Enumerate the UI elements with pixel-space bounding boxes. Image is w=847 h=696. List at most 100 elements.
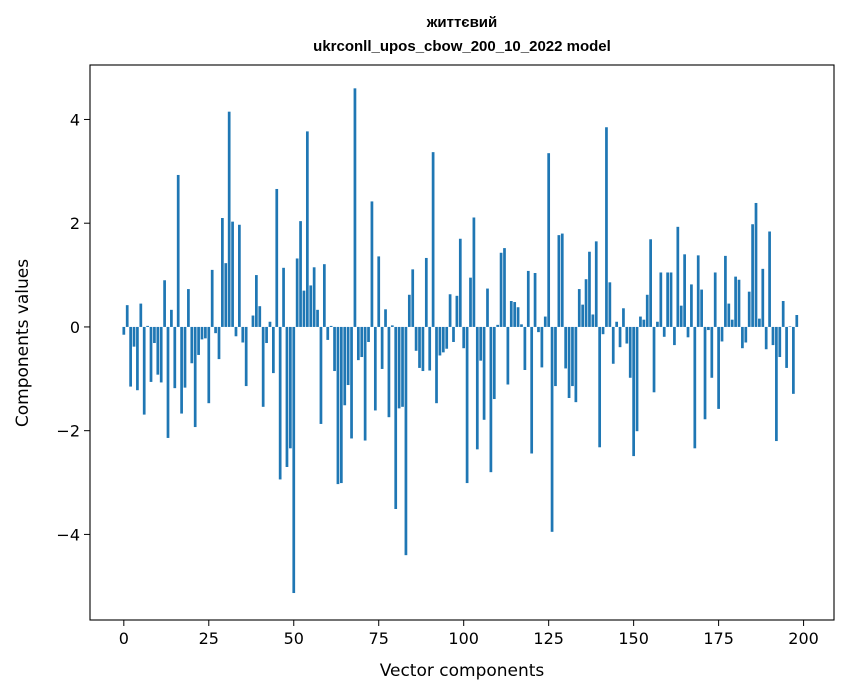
bar [754, 202, 758, 327]
bar [339, 326, 343, 484]
bar [564, 326, 568, 369]
bar [584, 279, 588, 327]
bar [778, 326, 782, 358]
bar [509, 301, 513, 327]
bar [333, 326, 336, 372]
bar [577, 289, 581, 327]
bar [615, 321, 619, 327]
bar [717, 326, 720, 409]
bar [265, 326, 268, 344]
bar [764, 326, 768, 350]
bar [713, 272, 717, 327]
bar [343, 326, 347, 406]
bar [496, 324, 500, 327]
bar [390, 325, 394, 327]
bar [666, 272, 669, 327]
bar [380, 326, 384, 369]
bar [696, 255, 700, 327]
bar [547, 153, 551, 327]
bar [448, 294, 452, 327]
bar [132, 326, 136, 347]
bar [282, 267, 285, 327]
bar [129, 326, 132, 387]
y-tick-label: −4 [56, 525, 80, 544]
bar [727, 303, 731, 327]
bar [608, 282, 612, 327]
bar [373, 326, 377, 411]
bar [170, 309, 173, 327]
bar [513, 302, 517, 327]
bar [571, 326, 574, 387]
bar [316, 309, 319, 327]
bar [302, 290, 306, 327]
bar [289, 326, 292, 449]
bar [421, 326, 425, 372]
bar [401, 326, 404, 407]
bar [503, 248, 506, 327]
bar [207, 326, 211, 404]
bar [258, 306, 262, 327]
bar [567, 326, 571, 398]
bar [781, 301, 785, 327]
bar [275, 188, 279, 327]
bars-group [122, 88, 799, 594]
bar [387, 326, 391, 418]
bar [703, 326, 707, 420]
x-tick-label: 25 [199, 629, 219, 648]
bar [404, 326, 408, 556]
x-tick-label: 150 [618, 629, 649, 648]
bar [367, 326, 370, 342]
bar [475, 326, 479, 450]
bar [540, 326, 544, 368]
bar [455, 295, 459, 327]
x-tick-label: 100 [448, 629, 479, 648]
x-tick-label: 175 [703, 629, 734, 648]
bar [336, 326, 340, 485]
bar [605, 127, 608, 327]
bar [187, 289, 190, 327]
bar [244, 326, 248, 387]
bar [217, 326, 221, 360]
bar [523, 326, 527, 370]
bar [227, 111, 231, 327]
bar [574, 326, 578, 403]
y-tick-label: −2 [56, 422, 80, 441]
x-tick-label: 75 [369, 629, 389, 648]
bar [747, 291, 751, 327]
bar [431, 152, 435, 327]
bar [611, 326, 615, 364]
bar [435, 326, 438, 404]
bar [462, 326, 466, 349]
bar [751, 224, 754, 327]
bar [649, 239, 652, 327]
bar [370, 201, 374, 327]
bar [356, 326, 360, 361]
bar [360, 326, 364, 358]
bar [673, 326, 676, 346]
bar [251, 315, 255, 327]
bar [720, 326, 724, 342]
bar [441, 326, 445, 353]
bar [445, 326, 449, 349]
bar [560, 233, 564, 327]
bar [768, 231, 771, 327]
bar [543, 316, 547, 327]
bar [741, 326, 744, 349]
bar [635, 326, 639, 432]
bar [204, 326, 207, 339]
chart-title-model: ukrconll_upos_cbow_200_10_2022 model [313, 38, 611, 55]
bar [176, 174, 180, 327]
bar [278, 326, 282, 480]
bar [193, 326, 197, 428]
bar [122, 326, 126, 335]
bar [683, 254, 686, 327]
bar [190, 326, 194, 364]
bar [724, 255, 727, 327]
bar [737, 279, 741, 327]
bar [700, 289, 703, 327]
bar [785, 326, 788, 368]
bar [686, 326, 690, 338]
bar [775, 326, 778, 442]
bar [628, 326, 632, 378]
bar [312, 267, 316, 327]
